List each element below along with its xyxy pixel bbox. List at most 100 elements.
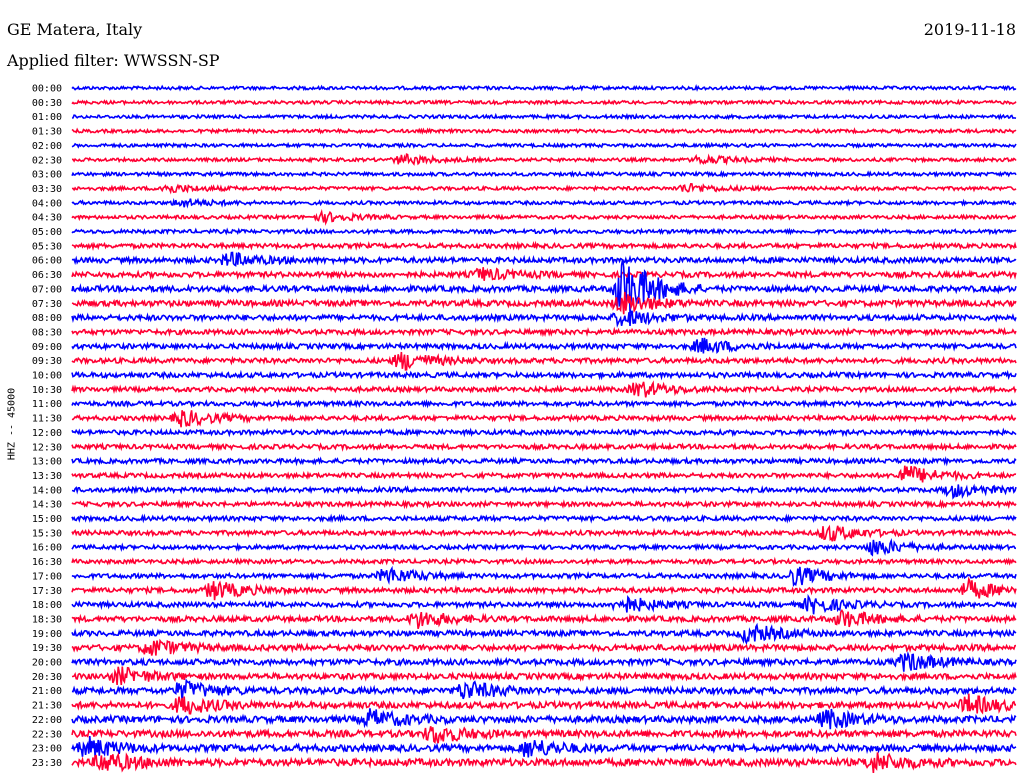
row-label: 21:00 <box>32 686 62 697</box>
trace-row <box>71 208 1017 226</box>
row-label: 02:00 <box>32 141 62 152</box>
row-label: 14:30 <box>32 500 62 511</box>
trace-row <box>71 638 1017 656</box>
filter-label: Applied filter: WWSSN-SP <box>7 51 220 70</box>
trace-row <box>71 127 1017 135</box>
trace-row <box>71 351 1017 371</box>
row-label: 04:00 <box>32 198 62 209</box>
trace-row <box>71 369 1017 381</box>
row-label: 19:30 <box>32 643 62 654</box>
row-label: 14:00 <box>32 485 62 496</box>
trace-row <box>71 678 1017 702</box>
row-label: 08:00 <box>32 313 62 324</box>
row-label: 05:30 <box>32 241 62 252</box>
trace-row <box>71 170 1017 179</box>
row-label: 03:30 <box>32 184 62 195</box>
row-label: 00:30 <box>32 98 62 109</box>
row-label: 10:30 <box>32 385 62 396</box>
row-label: 20:00 <box>32 658 62 669</box>
station-title: GE Matera, Italy <box>7 20 143 39</box>
trace-row <box>71 310 1017 328</box>
trace-row <box>71 565 1017 587</box>
trace-row <box>71 291 1017 315</box>
row-label: 07:30 <box>32 299 62 310</box>
trace-row <box>71 455 1017 467</box>
trace-row <box>71 112 1017 121</box>
trace-row <box>71 83 1017 92</box>
trace-row <box>71 593 1017 615</box>
row-label: 15:30 <box>32 528 62 539</box>
row-label: 17:00 <box>32 571 62 582</box>
row-label: 17:30 <box>32 586 62 597</box>
row-label: 23:00 <box>32 744 62 755</box>
trace-row <box>71 267 1017 281</box>
row-label: 16:30 <box>32 557 62 568</box>
trace-row <box>71 513 1017 524</box>
row-label: 01:30 <box>32 127 62 138</box>
trace-row <box>71 726 1017 744</box>
row-label: 05:00 <box>32 227 62 238</box>
trace-row <box>71 524 1017 542</box>
trace-row <box>71 251 1017 267</box>
trace-row <box>71 622 1017 646</box>
trace-row <box>71 609 1017 630</box>
trace-row <box>71 410 1017 428</box>
row-label: 10:00 <box>32 371 62 382</box>
row-label: 23:30 <box>32 758 62 769</box>
trace-row <box>71 153 1017 166</box>
trace-row <box>71 182 1017 195</box>
row-label: 13:00 <box>32 457 62 468</box>
row-label: 11:30 <box>32 414 62 425</box>
row-label: 06:30 <box>32 270 62 281</box>
row-label: 22:30 <box>32 729 62 740</box>
row-label: 18:30 <box>32 614 62 625</box>
trace-row <box>71 693 1017 715</box>
row-label: 20:30 <box>32 672 62 683</box>
row-label: 12:30 <box>32 442 62 453</box>
trace-row <box>71 708 1017 730</box>
row-label: 09:30 <box>32 356 62 367</box>
trace-row <box>71 538 1017 557</box>
row-label: 01:00 <box>32 112 62 123</box>
row-label: 21:30 <box>32 701 62 712</box>
date-label: 2019-11-18 <box>923 20 1016 39</box>
row-label: 11:00 <box>32 399 62 410</box>
row-label: 18:00 <box>32 600 62 611</box>
trace-row <box>71 752 1017 773</box>
trace-row <box>71 576 1017 601</box>
row-label: 04:30 <box>32 213 62 224</box>
trace-row <box>71 197 1017 209</box>
row-label: 06:00 <box>32 256 62 267</box>
trace-row <box>71 337 1017 355</box>
row-label: 03:00 <box>32 170 62 181</box>
trace-row <box>71 666 1017 685</box>
trace-row <box>71 380 1017 398</box>
row-label: 13:30 <box>32 471 62 482</box>
trace-row <box>71 556 1017 567</box>
trace-row <box>71 98 1017 107</box>
row-label: 16:00 <box>32 543 62 554</box>
row-label: 09:00 <box>32 342 62 353</box>
trace-row <box>71 326 1017 338</box>
trace-row <box>71 141 1017 150</box>
row-label: 12:00 <box>32 428 62 439</box>
row-label: 07:00 <box>32 284 62 295</box>
trace-row <box>71 441 1017 452</box>
trace-row <box>71 398 1017 409</box>
trace-row <box>71 736 1017 758</box>
row-label: 08:30 <box>32 327 62 338</box>
trace-row <box>71 259 1017 314</box>
trace-row <box>71 650 1017 672</box>
row-label: 00:00 <box>32 84 62 95</box>
trace-row <box>71 226 1017 236</box>
trace-row <box>71 498 1017 510</box>
trace-row <box>71 483 1017 500</box>
row-label: 15:00 <box>32 514 62 525</box>
row-label: 22:00 <box>32 715 62 726</box>
trace-row <box>71 240 1017 252</box>
trace-row <box>71 427 1017 438</box>
trace-row <box>71 465 1017 483</box>
row-label: 02:30 <box>32 155 62 166</box>
row-label: 19:00 <box>32 629 62 640</box>
